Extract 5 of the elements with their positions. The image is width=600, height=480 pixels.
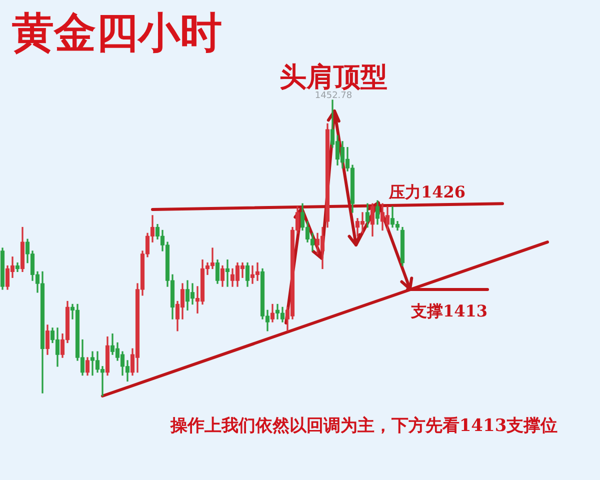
text: 操作上我们依然以回调为主，下方先看1413支撑位: [169, 416, 558, 436]
text: 头肩顶型: [280, 62, 388, 93]
legend-label: 支撑1413: [410, 301, 488, 320]
chart-title: 黄金四小时: [12, 8, 222, 57]
annotation: 1452.78: [314, 91, 352, 101]
